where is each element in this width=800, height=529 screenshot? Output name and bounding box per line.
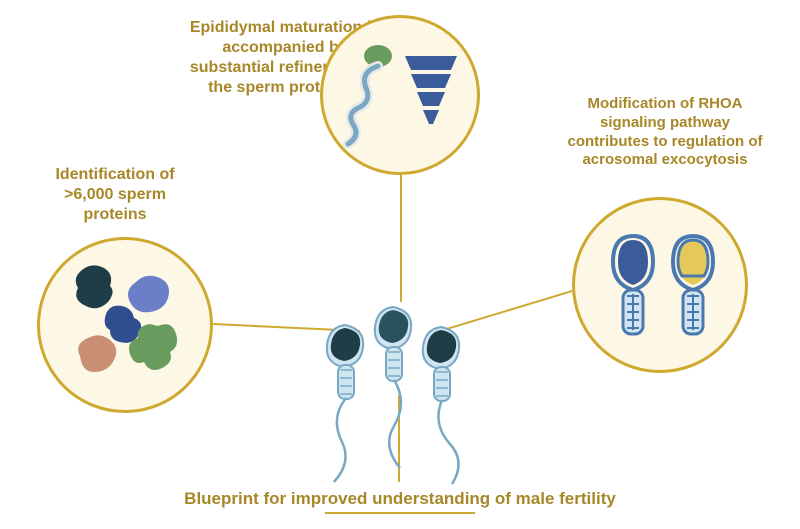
bottom-underline <box>325 512 475 514</box>
label-left: Identification of>6,000 spermproteins <box>30 165 200 225</box>
circle-left <box>37 237 213 413</box>
sperm-schematic-icon <box>575 200 751 376</box>
central-sperm-icon <box>290 270 510 490</box>
proteins-icon <box>40 240 216 416</box>
funnel-icon <box>405 56 457 124</box>
mini-sperm-icon <box>348 45 392 144</box>
funnel-sperm-icon <box>323 18 483 178</box>
schematic-sperm-right <box>673 236 713 334</box>
circle-right <box>572 197 748 373</box>
sperm-2 <box>375 307 411 468</box>
protein-blob-darkteal <box>76 265 113 308</box>
sperm-3 <box>423 327 459 484</box>
protein-blob-blue <box>128 276 169 313</box>
label-right: Modification of RHOAsignaling pathwaycon… <box>535 95 795 170</box>
circle-top <box>320 15 480 175</box>
protein-blob-navy <box>105 306 141 343</box>
sperm-1 <box>327 325 363 482</box>
label-bottom: Blueprint for improved understanding of … <box>150 488 650 509</box>
infographic-canvas: Epididymal maturation isaccompanied bysu… <box>0 0 800 529</box>
protein-blob-orange <box>78 335 116 372</box>
schematic-sperm-left <box>613 236 653 334</box>
